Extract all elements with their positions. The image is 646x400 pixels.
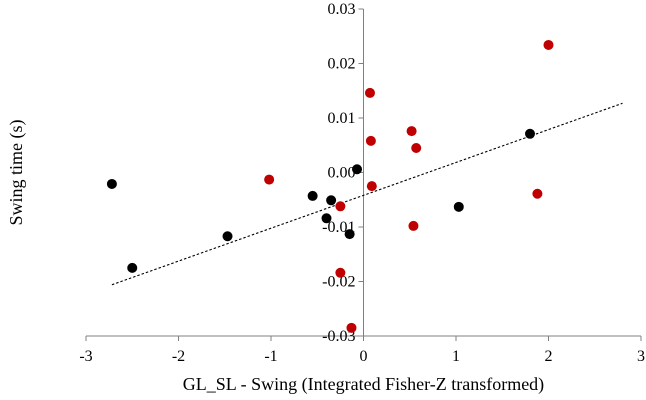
data-point bbox=[525, 128, 535, 139]
data-point bbox=[264, 174, 275, 185]
data-point bbox=[344, 229, 355, 240]
x-tick-label: -1 bbox=[264, 348, 277, 365]
x-tick-label: 2 bbox=[545, 348, 553, 365]
y-axis-title: Swing time (s) bbox=[6, 119, 27, 225]
y-tick-label: -0.02 bbox=[322, 274, 355, 291]
data-point bbox=[346, 322, 357, 333]
data-point bbox=[106, 178, 117, 189]
data-point bbox=[335, 201, 346, 212]
data-point bbox=[352, 164, 363, 175]
data-point bbox=[408, 220, 419, 231]
x-tick-label: 1 bbox=[452, 348, 460, 365]
y-axis-ticks: 0.030.020.010.00-0.01-0.02-0.03 bbox=[322, 1, 364, 345]
y-tick-label: 0.03 bbox=[328, 1, 356, 18]
data-point bbox=[127, 262, 138, 273]
data-point bbox=[453, 201, 464, 212]
data-point bbox=[406, 126, 417, 137]
y-tick-label: 0.00 bbox=[328, 165, 356, 182]
data-points bbox=[106, 39, 554, 333]
x-tick-label: -3 bbox=[79, 348, 92, 365]
x-axis-ticks: -3 -2 -1 0 1 2 3 bbox=[79, 336, 645, 365]
data-point bbox=[366, 181, 377, 192]
y-tick-label: -0.03 bbox=[322, 328, 355, 345]
data-point bbox=[543, 39, 554, 50]
data-point bbox=[365, 135, 376, 146]
data-point bbox=[335, 267, 346, 278]
trendline bbox=[111, 102, 623, 286]
data-point bbox=[364, 87, 375, 98]
data-point bbox=[532, 188, 543, 199]
y-tick-label: 0.02 bbox=[328, 56, 356, 73]
x-tick-label: 3 bbox=[637, 348, 645, 365]
data-point bbox=[222, 231, 233, 242]
data-point bbox=[307, 190, 318, 201]
data-point bbox=[411, 142, 422, 153]
x-axis-title: GL_SL - Swing (Integrated Fisher-Z trans… bbox=[183, 374, 544, 395]
trendline-group bbox=[111, 102, 623, 286]
x-tick-label: -2 bbox=[172, 348, 185, 365]
y-tick-label: 0.01 bbox=[328, 110, 356, 127]
data-point bbox=[321, 213, 332, 224]
data-point bbox=[326, 195, 337, 206]
x-tick-label: 0 bbox=[360, 348, 368, 365]
